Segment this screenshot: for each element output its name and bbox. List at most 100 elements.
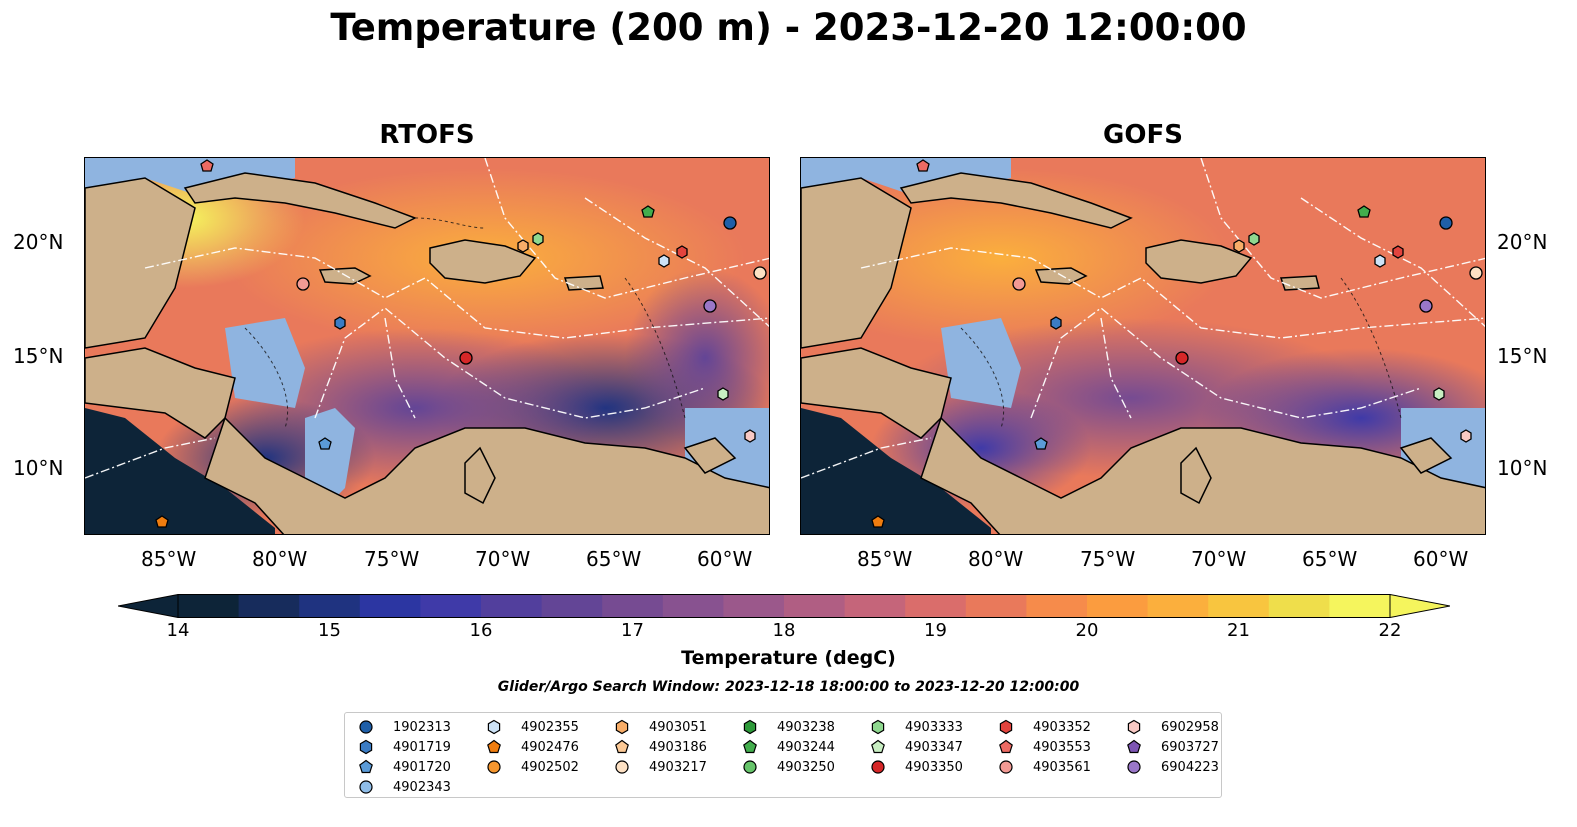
colorbar-tick-label: 15: [318, 620, 341, 641]
circle-marker-icon: [1127, 760, 1141, 774]
legend-entry: 4903244: [741, 737, 835, 757]
lon-tick-label: 60°W: [697, 547, 753, 571]
colorbar-segment: [359, 594, 421, 618]
colorbar-tick-label: 20: [1075, 620, 1099, 641]
legend-entry: 4902476: [485, 737, 579, 757]
colorbar-segment: [178, 594, 240, 618]
lat-tick-label: 10°N: [13, 456, 64, 480]
legend-entry-label: 6904223: [1161, 759, 1219, 775]
legend-entry-label: 4903244: [777, 739, 835, 755]
colorbar-tick-label: 14: [166, 620, 190, 641]
legend-entry-label: 6902958: [1161, 719, 1219, 735]
lon-tick-label: 85°W: [141, 547, 197, 571]
colorbar-segment: [905, 594, 967, 618]
legend-entry-label: 4902343: [393, 779, 451, 795]
legend-entry-label: 1902313: [393, 719, 451, 735]
lat-tick-label: 10°N: [1497, 456, 1548, 480]
legend-entry-label: 4903347: [905, 739, 963, 755]
colorbar-label: Temperature (degC): [681, 647, 896, 669]
lon-tick-label: 60°W: [1413, 547, 1469, 571]
circle-marker-icon: [359, 720, 373, 734]
colorbar-segment: [723, 594, 785, 618]
legend-entry: 4903250: [741, 757, 835, 777]
colorbar-segment: [1268, 594, 1330, 618]
legend-entry: 4903186: [613, 737, 707, 757]
pentagon-marker-icon: [615, 739, 629, 754]
legend-entry-label: 4902476: [521, 739, 579, 755]
pentagon-marker-icon: [1127, 739, 1141, 754]
legend-entry: 6904223: [1125, 757, 1219, 777]
colorbar-segment: [1329, 594, 1391, 618]
gofs-map[interactable]: [800, 157, 1486, 535]
hexagon-marker-icon: [615, 719, 629, 735]
legend-entry: 4903051: [613, 717, 707, 737]
colorbar-segment: [1208, 594, 1270, 618]
legend-entry: 4902355: [485, 717, 579, 737]
gofs-map-canvas: [801, 158, 1485, 534]
legend-entry-label: 4903051: [649, 719, 707, 735]
lon-tick-label: 70°W: [475, 547, 531, 571]
legend-entry: 4902343: [357, 777, 451, 797]
legend-entry-label: 4903250: [777, 759, 835, 775]
colorbar-segment: [420, 594, 482, 618]
legend-entry: 4903553: [997, 737, 1091, 757]
lon-tick-label: 80°W: [252, 547, 308, 571]
lon-tick-label: 70°W: [1191, 547, 1247, 571]
rtofs-map-canvas: [85, 158, 769, 534]
colorbar-tick-label: 18: [772, 620, 796, 641]
circle-marker-icon: [615, 760, 629, 774]
figure-title: Temperature (200 m) - 2023-12-20 12:00:0…: [330, 6, 1247, 49]
colorbar-segment: [602, 594, 664, 618]
legend-entry-label: 4903333: [905, 719, 963, 735]
colorbar-extend-max: [1389, 594, 1450, 618]
pentagon-marker-icon: [743, 739, 757, 754]
hexagon-marker-icon: [487, 719, 501, 735]
colorbar-segment: [784, 594, 846, 618]
legend-entry: 4902502: [485, 757, 579, 777]
colorbar-segment: [541, 594, 603, 618]
lon-tick-label: 85°W: [857, 547, 913, 571]
colorbar-tick-label: 16: [469, 620, 493, 641]
circle-marker-icon: [359, 780, 373, 794]
hexagon-marker-icon: [359, 739, 373, 755]
legend-entry: 4903347: [869, 737, 963, 757]
hexagon-marker-icon: [871, 719, 885, 735]
legend-entry-label: 4903553: [1033, 739, 1091, 755]
lat-tick-label: 20°N: [13, 230, 64, 254]
colorbar-segment: [1147, 594, 1209, 618]
colorbar-segment: [238, 594, 300, 618]
lat-tick-label: 15°N: [13, 344, 64, 368]
legend-entry: 4901719: [357, 737, 451, 757]
colorbar-segment: [299, 594, 361, 618]
colorbar-segment: [1087, 594, 1149, 618]
legend-entry-label: 4901719: [393, 739, 451, 755]
lon-tick-label: 65°W: [1302, 547, 1358, 571]
legend-entry: 4903561: [997, 757, 1091, 777]
colorbar-segment: [844, 594, 906, 618]
legend-entry-label: 4901720: [393, 759, 451, 775]
rtofs-panel-title: RTOFS: [379, 120, 475, 150]
legend-entry: 6902958: [1125, 717, 1219, 737]
colorbar-segment: [662, 594, 724, 618]
rtofs-map[interactable]: [84, 157, 770, 535]
legend-entry-label: 4903350: [905, 759, 963, 775]
legend-entry-label: 4902502: [521, 759, 579, 775]
circle-marker-icon: [871, 760, 885, 774]
legend-entry-label: 4903352: [1033, 719, 1091, 735]
colorbar-segment: [481, 594, 543, 618]
legend-entry: 4903333: [869, 717, 963, 737]
colorbar-tick-label: 17: [621, 620, 644, 641]
lon-tick-label: 65°W: [586, 547, 642, 571]
legend-entry-label: 4903217: [649, 759, 707, 775]
legend-entry-label: 4902355: [521, 719, 579, 735]
pentagon-marker-icon: [359, 759, 373, 774]
legend-entry-label: 4903238: [777, 719, 835, 735]
gofs-panel-title: GOFS: [1103, 120, 1183, 150]
legend-entry-label: 4903561: [1033, 759, 1091, 775]
pentagon-marker-icon: [487, 739, 501, 754]
colorbar-segment: [965, 594, 1027, 618]
legend-entry: 4903352: [997, 717, 1091, 737]
legend-entry: 1902313: [357, 717, 451, 737]
colorbar-frame: [177, 594, 1391, 618]
circle-marker-icon: [743, 760, 757, 774]
